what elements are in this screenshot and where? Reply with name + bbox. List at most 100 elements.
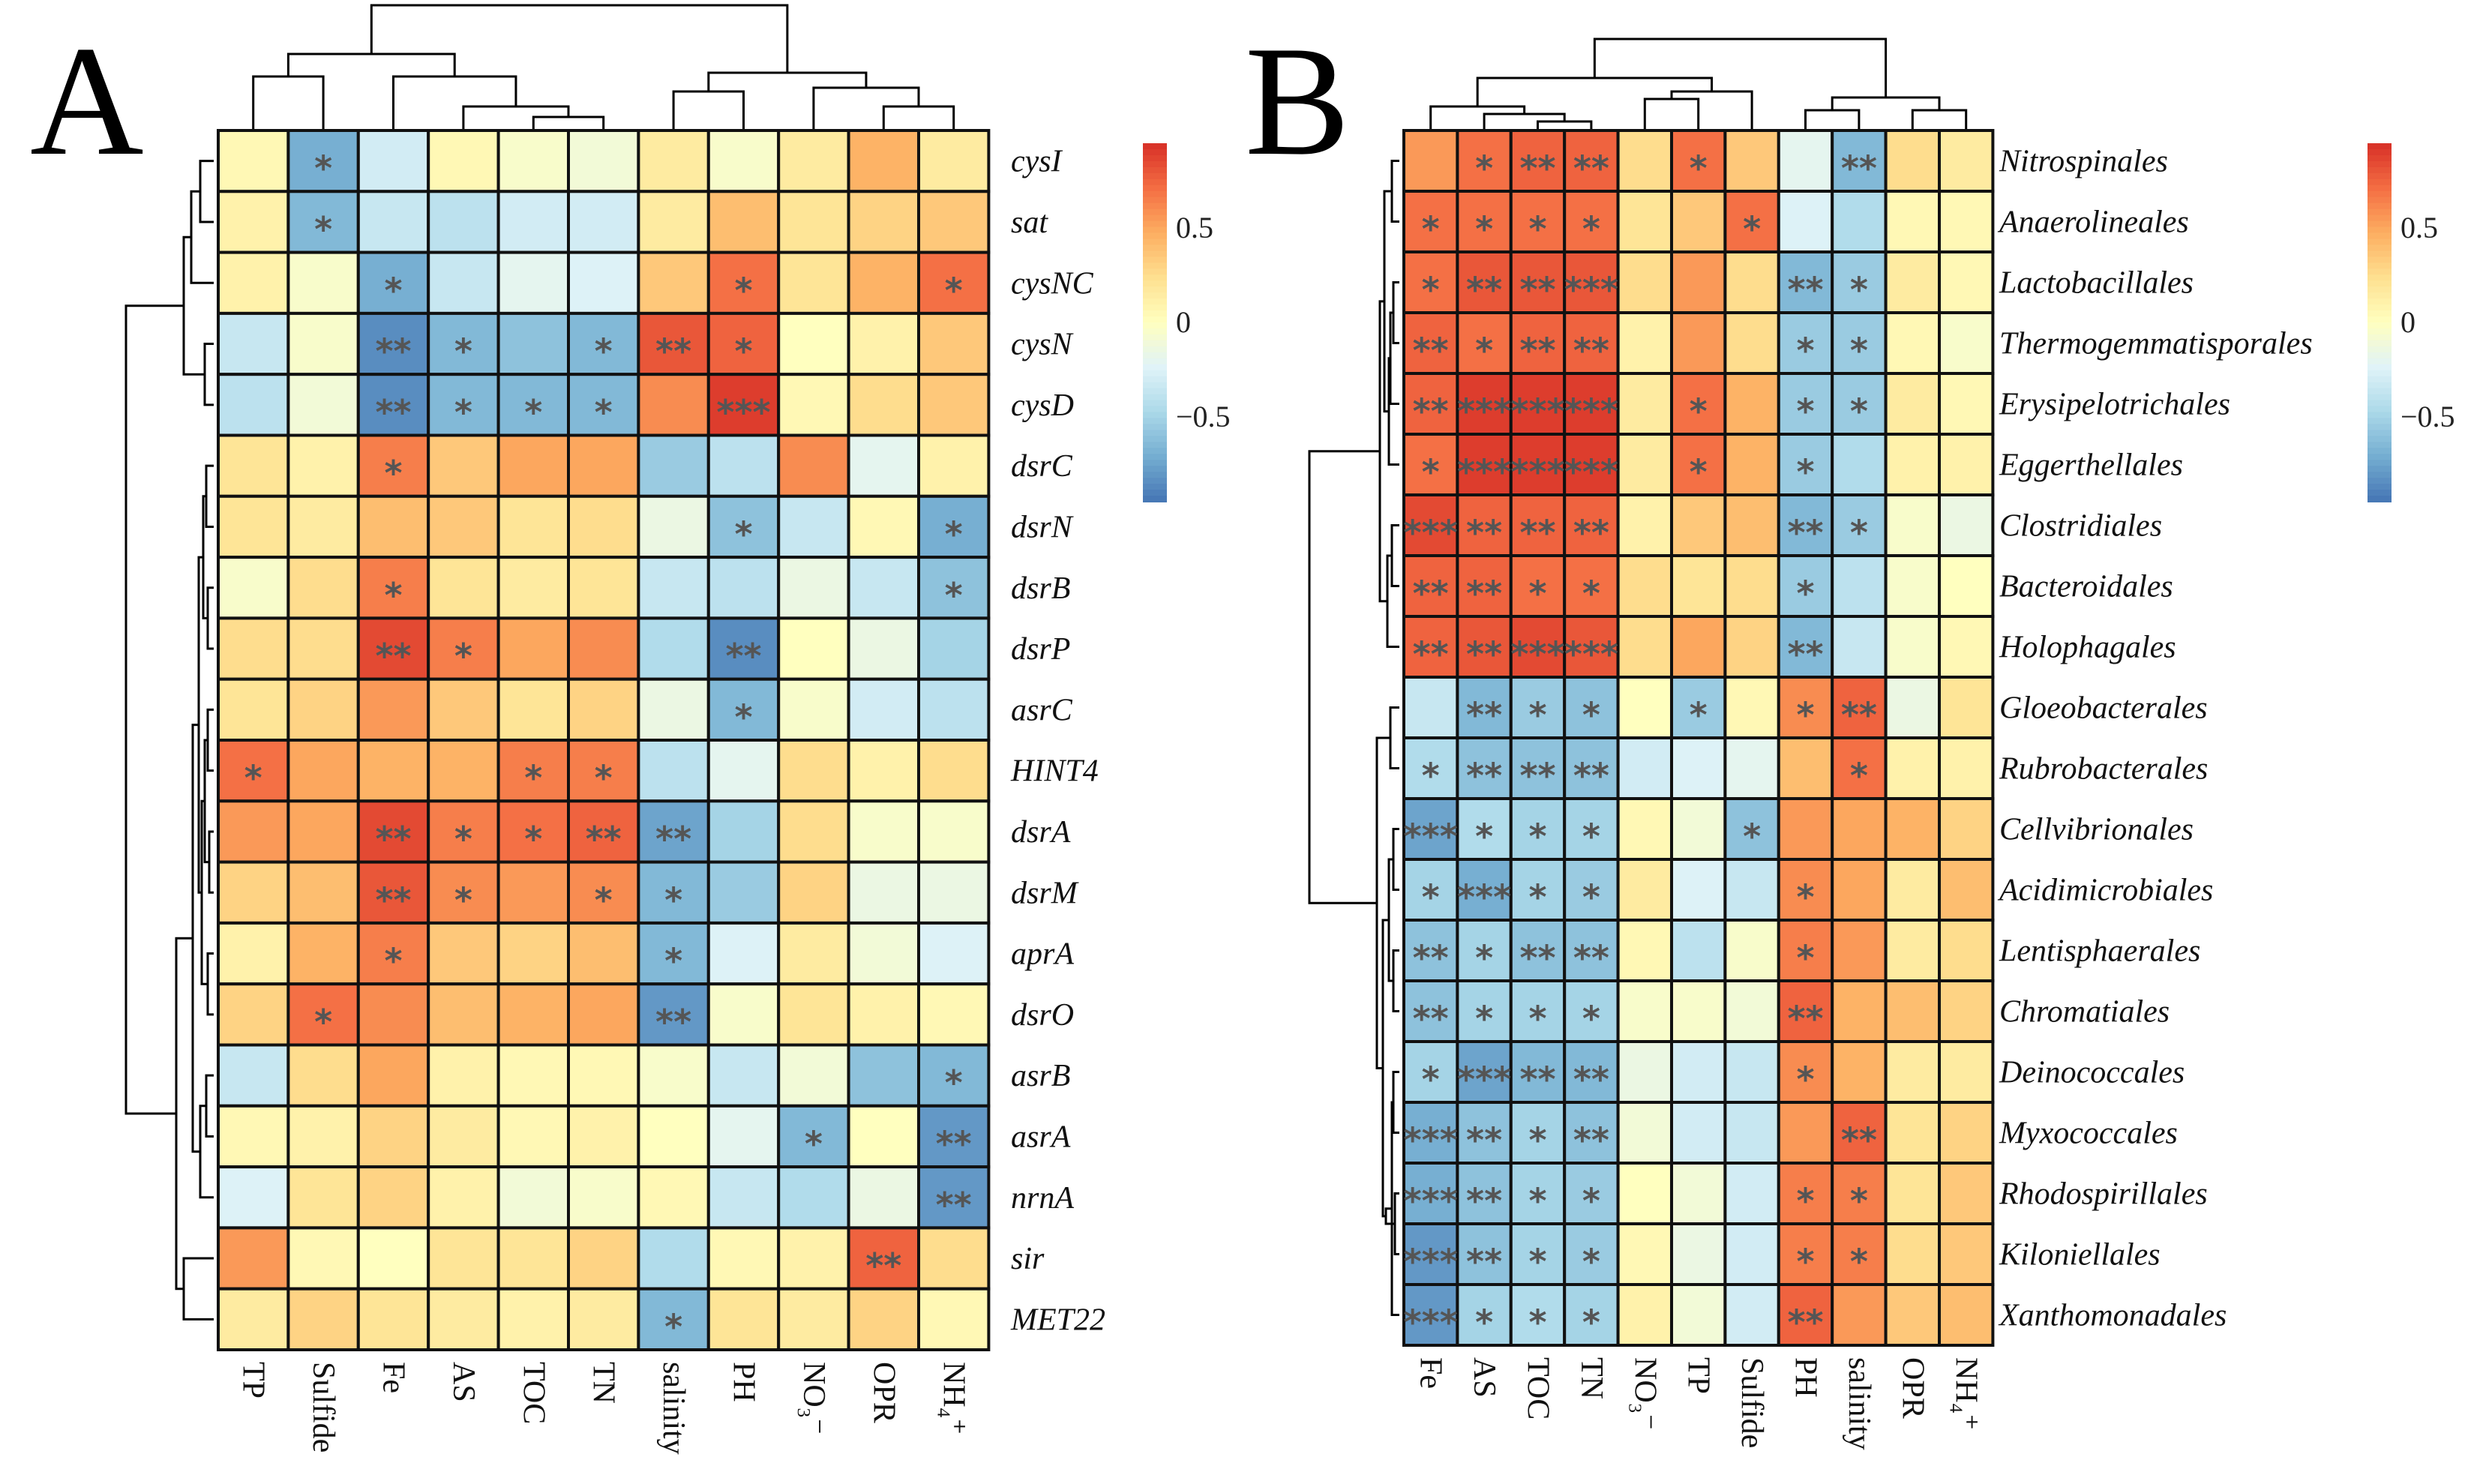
row-label: Chromatiales [1999, 995, 2170, 1030]
colorbar-segment [1143, 226, 1167, 234]
heatmap-cell [1723, 1101, 1780, 1165]
heatmap-cell [1670, 919, 1727, 982]
significance-mark: *** [1457, 877, 1511, 918]
colorbar-segment [1143, 376, 1167, 383]
colorbar-segment [2368, 448, 2392, 455]
colorbar-tick-label: −0.5 [1176, 400, 1231, 433]
heatmap-cell [1616, 979, 1674, 1043]
significance-mark: * [805, 1123, 823, 1164]
heatmap-cell [217, 129, 290, 193]
column-dendrogram-branch [1670, 90, 1753, 129]
significance-mark: *** [716, 392, 770, 433]
heatmap-cell [427, 677, 500, 742]
heatmap-cell [777, 250, 850, 315]
colorbar-segment [1143, 466, 1167, 473]
heatmap-cell [1777, 493, 1834, 557]
significance-mark: * [1422, 1060, 1440, 1100]
heatmap-cell [706, 311, 781, 376]
colorbar-segment [2368, 322, 2392, 329]
heatmap-cell [217, 494, 290, 559]
colorbar-segment [2368, 496, 2392, 502]
colorbar-segment [1143, 400, 1167, 407]
heatmap-cell [496, 1165, 570, 1230]
significance-mark: * [1582, 1303, 1600, 1343]
significance-mark: * [1475, 1303, 1493, 1343]
heatmap-cell [1938, 979, 1995, 1043]
significance-mark: * [595, 758, 613, 799]
significance-mark: *** [1510, 391, 1564, 432]
colorbar-segment [2368, 334, 2392, 341]
heatmap-cell [286, 433, 360, 498]
significance-mark: * [734, 270, 752, 310]
significance-mark: * [1850, 270, 1868, 310]
significance-mark: * [1475, 938, 1493, 979]
heatmap-cell [777, 556, 850, 620]
heatmap-cell [1938, 372, 1995, 436]
heatmap-cell [1777, 372, 1834, 436]
significance-mark: ** [1519, 513, 1555, 553]
significance-mark: * [1528, 1242, 1546, 1282]
significance-mark: * [945, 270, 963, 310]
heatmap-cell [1616, 372, 1674, 436]
heatmap-cell [1616, 250, 1674, 314]
heatmap-cell [1456, 919, 1513, 982]
heatmap-panel-a: A *** * *** * * ** *** * * * ***** ** *** * **** * *** * * *… [30, 4, 1231, 1455]
heatmap-cell [637, 129, 710, 193]
heatmap-cell [1777, 190, 1834, 253]
heatmap-cell [1884, 919, 1942, 982]
colorbar-segment [2368, 178, 2392, 186]
colorbar: 0.5 0 −0.5 [2368, 143, 2455, 502]
row-label: asrB [1011, 1059, 1070, 1093]
significance-mark: * [945, 514, 963, 554]
row-label: Lactobacillales [1999, 266, 2194, 301]
heatmap-cell [637, 556, 710, 620]
colorbar-segment [1143, 160, 1167, 168]
heatmap-cell [1938, 433, 1995, 496]
heatmap-cell [1616, 1101, 1674, 1165]
heatmap-cell [1777, 615, 1834, 679]
heatmap-cell [567, 1165, 640, 1230]
row-dendrogram-branch [190, 190, 214, 284]
significance-mark: * [595, 392, 613, 433]
panel-label: B [1245, 14, 1350, 188]
heatmap-cell [1616, 858, 1674, 922]
heatmap-cell [1884, 1040, 1942, 1104]
row-dendrogram-branch [206, 586, 214, 650]
heatmap-cell [1563, 979, 1620, 1043]
colorbar-segment [2368, 143, 2392, 150]
heatmap-cell [1670, 615, 1727, 679]
heatmap-cell [637, 1226, 710, 1291]
heatmap-cell [1723, 311, 1780, 375]
significance-mark: * [524, 758, 542, 799]
row-dendrogram-branch [124, 304, 184, 1115]
significance-mark: * [1743, 209, 1761, 250]
colorbar-segment [2368, 262, 2392, 270]
colorbar-segment [1143, 250, 1167, 258]
heatmap-cell [567, 1043, 640, 1108]
heatmap-cell [567, 616, 640, 681]
significance-mark: * [1582, 877, 1600, 918]
significance-mark: *** [1510, 452, 1564, 493]
heatmap-cell [917, 739, 991, 803]
heatmap-cell [1509, 250, 1567, 314]
colorbar-segment [2368, 256, 2392, 264]
significance-mark: *** [1457, 1060, 1511, 1100]
colorbar-segment [1143, 316, 1167, 323]
significance-mark: * [1582, 574, 1600, 614]
significance-mark: * [1743, 817, 1761, 857]
heatmap-cell [1723, 979, 1780, 1043]
colorbar-segment [2368, 154, 2392, 162]
heatmap-cell [777, 616, 850, 681]
colorbar-segment [1143, 448, 1167, 455]
heatmap-cell [427, 799, 500, 864]
heatmap-cell [1884, 493, 1942, 557]
heatmap-cell [1777, 797, 1834, 861]
heatmap-cell [1777, 311, 1834, 375]
colorbar-segment [1143, 496, 1167, 502]
row-dendrogram-branch [1392, 949, 1399, 1012]
colorbar-segment [2368, 280, 2392, 288]
heatmap-cell [917, 921, 991, 986]
colorbar-segment [2368, 268, 2392, 276]
significance-mark: * [314, 209, 332, 250]
